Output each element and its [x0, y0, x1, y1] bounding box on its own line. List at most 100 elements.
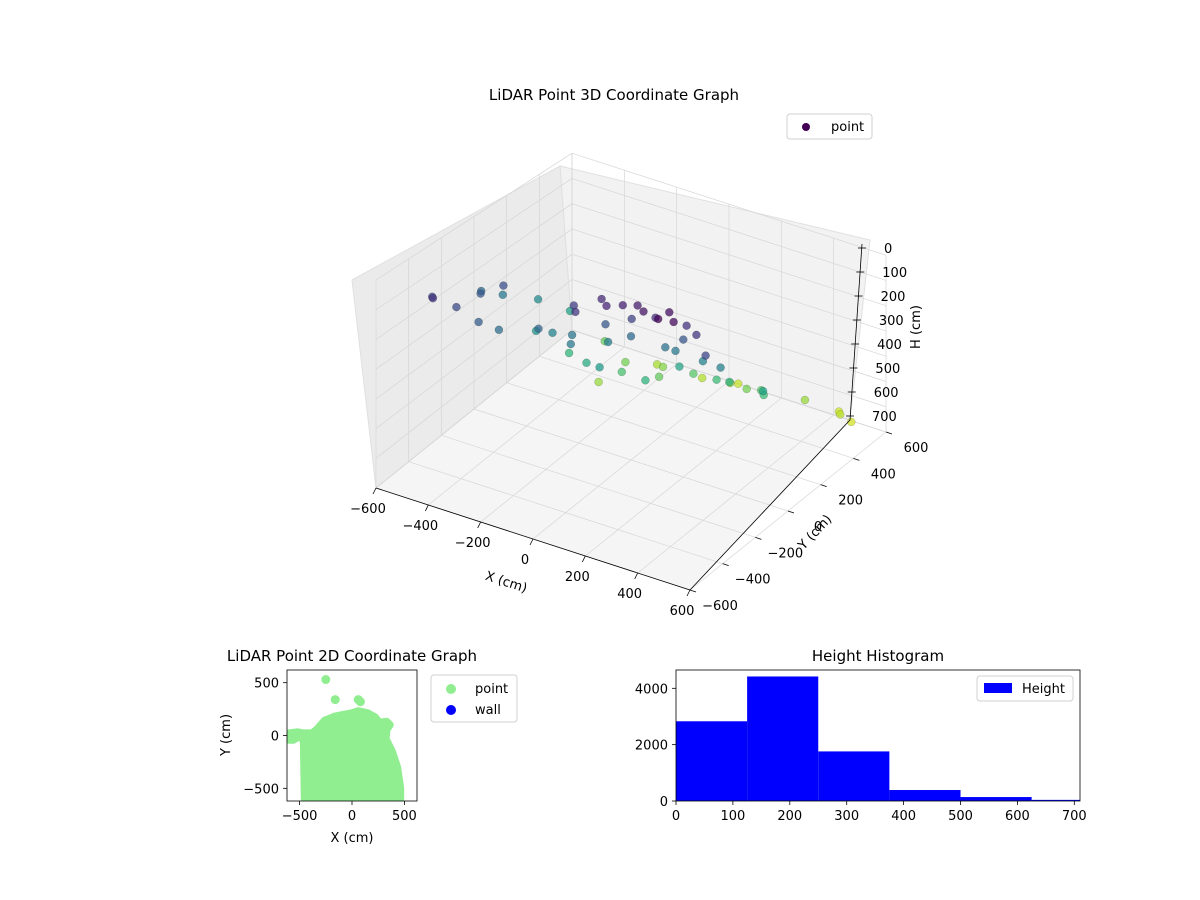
scatter-point [476, 289, 485, 298]
x-axis-label-3d: X (cm) [483, 569, 529, 597]
scatter-point [548, 328, 557, 338]
scatter-point [621, 357, 630, 367]
y-tick-label-hist: 2000 [635, 739, 668, 754]
legend-hist-box [976, 675, 1074, 702]
z-axis-label-3d: H (cm) [909, 305, 924, 349]
grid-line [375, 203, 573, 340]
z-tick-label-3d: 600 [874, 386, 899, 401]
scatter-point [847, 417, 856, 427]
x-tick-3d [529, 538, 534, 546]
scatter-point [665, 308, 674, 317]
scatter-point [633, 301, 642, 310]
y-tick-label-3d: 200 [838, 494, 863, 509]
x-tick-label-2d: −500 [282, 809, 318, 824]
scatter-point [669, 317, 678, 327]
scatter-point [689, 369, 698, 378]
grid-line [571, 152, 887, 256]
grid-line [571, 253, 887, 357]
scatter-point [626, 332, 636, 341]
y-tick-label-3d: −200 [767, 546, 803, 561]
y-tick-3d [689, 589, 697, 593]
y-tick-3d [722, 563, 729, 567]
x-tick-label-3d: 200 [565, 570, 590, 585]
y-tick-3d [885, 431, 893, 435]
histogram-bar [747, 676, 819, 801]
x-tick-3d [372, 487, 377, 495]
chart-2d: LiDAR Point 2D Coordinate Graph −500−500… [219, 647, 518, 846]
x-tick-label-3d: −600 [350, 502, 386, 517]
x-tick-label-hist: 400 [891, 809, 916, 824]
scatter-point [474, 317, 483, 327]
x-tick-label-3d: 400 [617, 587, 642, 602]
scatter-point [716, 363, 725, 372]
scatter-point [594, 377, 603, 387]
y-tick-label-3d: 0 [814, 520, 822, 535]
y-tick-label-2d: 500 [254, 677, 279, 692]
scatter-point [618, 300, 628, 310]
x-tick-label-hist: 100 [720, 809, 745, 824]
scatter-point [452, 302, 461, 312]
scatter-point [428, 293, 438, 303]
scatter-point [692, 330, 701, 340]
y-tick-3d [755, 536, 762, 540]
scatter-point [595, 363, 604, 372]
point-cloud-region [287, 707, 405, 801]
scatter-point [601, 320, 610, 329]
chart-3d-title: LiDAR Point 3D Coordinate Graph [489, 86, 739, 104]
ticks-hist: 0 100 200 300 400 500 600 700 0 2000 4000 [635, 682, 1087, 824]
y-tick-label-2d: 0 [271, 730, 279, 745]
scatter-point [597, 294, 606, 304]
x-tick-label-3d: −200 [455, 536, 491, 551]
z-tick-label-3d: 200 [881, 290, 906, 305]
scatter-point [661, 343, 670, 352]
scatter-point [567, 330, 577, 340]
plot-frame-hist [675, 669, 1081, 802]
x-tick-label-hist: 200 [777, 809, 802, 824]
legend-2d-marker-point [446, 684, 456, 694]
y-tick-label-3d: −600 [702, 599, 738, 614]
y-tick-label-3d: 400 [871, 467, 896, 482]
legend-3d-marker [802, 123, 810, 131]
histogram-bar [676, 721, 748, 801]
scatter-point [654, 372, 664, 382]
scatter-point [287, 730, 294, 740]
grid-line [375, 178, 573, 311]
legend-hist-label: Height [1022, 682, 1065, 697]
grid-line [408, 461, 723, 564]
histogram-bars [676, 676, 1080, 801]
grid-line [375, 253, 573, 400]
z-tick-label-3d: 700 [872, 410, 897, 425]
scatter-point [564, 348, 574, 358]
scatter-point [330, 695, 340, 705]
scatter-point [499, 281, 508, 290]
x-tick-label-2d: 0 [348, 809, 356, 824]
y-axis-line [689, 419, 851, 591]
x-tick-label-2d: 500 [392, 809, 417, 824]
scatter-point [758, 386, 768, 396]
scatter-point [701, 351, 710, 360]
x-tick-3d [634, 572, 639, 580]
y-tick-label-hist: 0 [660, 795, 668, 810]
scatter-point [697, 373, 707, 383]
legend-2d-label-point: point [475, 682, 508, 697]
legend-2d-marker-wall [446, 705, 456, 715]
z-axis-line [849, 243, 863, 421]
chart-2d-title: LiDAR Point 2D Coordinate Graph [227, 647, 477, 665]
legend-3d-label: point [831, 120, 864, 135]
points-3d [427, 281, 856, 427]
scatter-point [494, 325, 504, 335]
x-tick-label-3d: −400 [402, 519, 438, 534]
grid-line [375, 329, 573, 489]
scatter-point [800, 395, 810, 405]
z-tick-label-3d: 0 [884, 242, 892, 257]
scatter-point [675, 362, 684, 371]
y-tick-label-hist: 4000 [635, 682, 668, 697]
x-tick-label-hist: 0 [672, 809, 680, 824]
scatter-point [653, 314, 663, 324]
grid-line [571, 203, 887, 307]
x-tick-label-hist: 600 [1005, 809, 1030, 824]
grid-line [571, 279, 887, 382]
z-tick-label-3d: 400 [877, 338, 902, 353]
scatter-point [712, 375, 721, 384]
